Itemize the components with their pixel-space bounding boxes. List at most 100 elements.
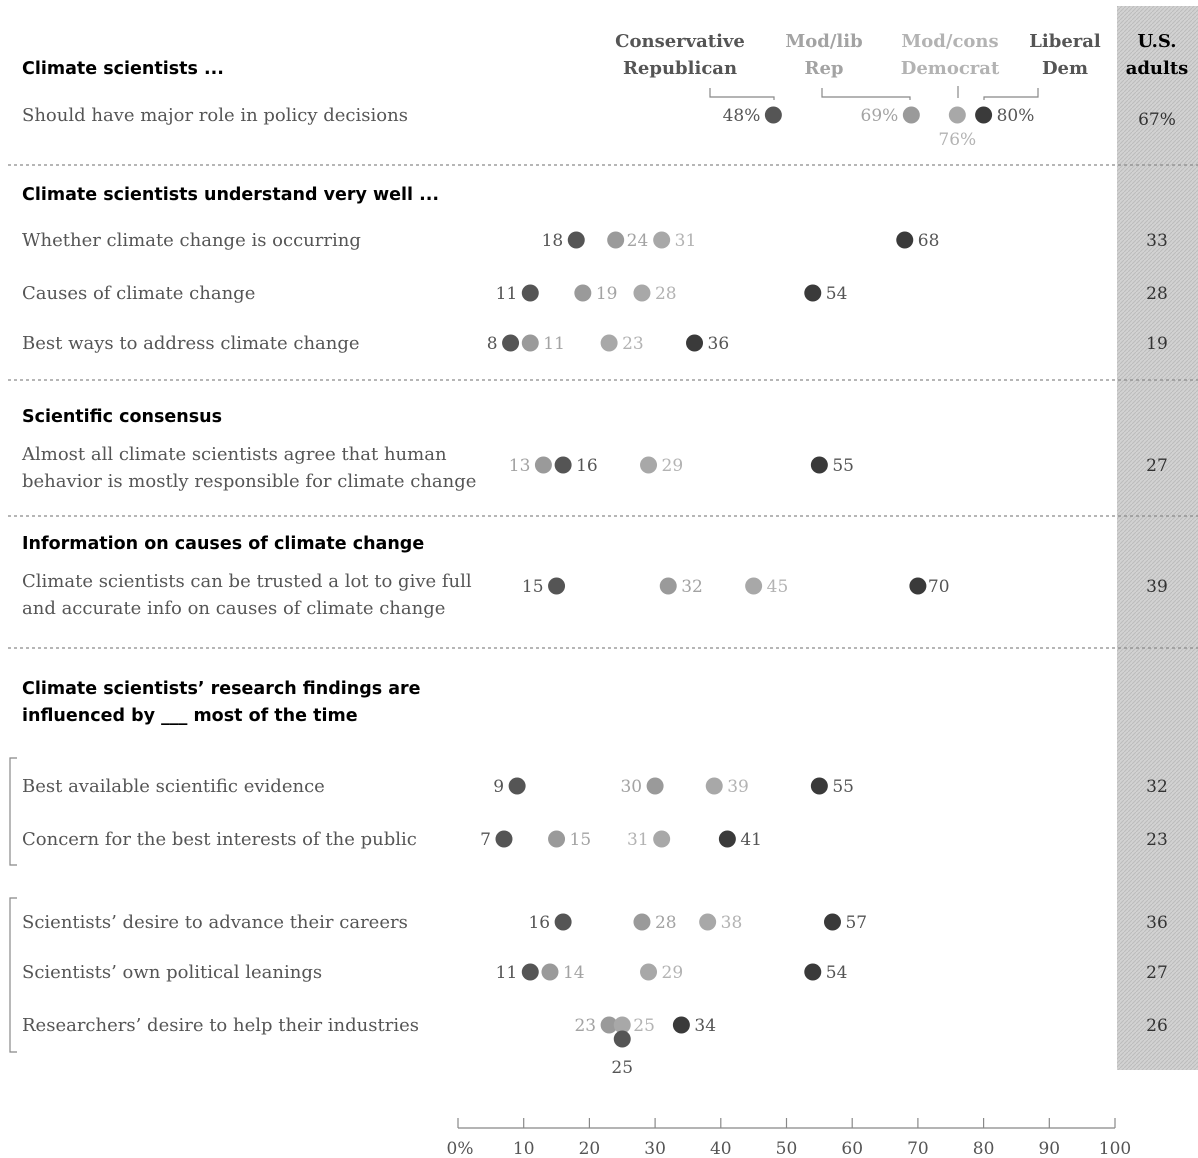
data-point <box>686 334 704 352</box>
chart-row: Concern for the best interests of the pu… <box>22 829 1168 850</box>
legend-label: Mod/lib <box>785 31 862 52</box>
legend-label: Democrat <box>901 58 1000 79</box>
data-label: 7 <box>480 830 491 850</box>
data-point <box>633 284 651 302</box>
data-label: 36 <box>708 334 730 354</box>
data-label: 24 <box>627 231 649 251</box>
row-label: Concern for the best interests of the pu… <box>22 829 417 850</box>
data-point <box>810 456 828 474</box>
data-label: 29 <box>662 963 684 983</box>
legend-label: Rep <box>805 58 844 79</box>
group-bracket <box>9 757 17 866</box>
us-adults-value: 28 <box>1146 284 1168 304</box>
row-label: Best ways to address climate change <box>22 333 360 354</box>
data-point <box>548 830 566 848</box>
us-adults-value: 23 <box>1146 830 1168 850</box>
row-label: Almost all climate scientists agree that… <box>21 444 447 465</box>
data-point <box>653 830 671 848</box>
data-point <box>554 456 572 474</box>
x-tick-label: 40 <box>710 1139 732 1158</box>
chart-row: Climate scientists can be trusted a lot … <box>22 571 1168 619</box>
x-tick-label: 10 <box>513 1139 535 1158</box>
row-label: behavior is mostly responsible for clima… <box>22 471 476 492</box>
data-point <box>574 284 592 302</box>
chart-row: Best ways to address climate change 8 11 23… <box>22 333 1168 354</box>
data-point <box>804 284 822 302</box>
data-label: 45 <box>767 577 789 597</box>
row-label: Scientists’ own political leanings <box>22 962 322 983</box>
us-adults-value: 27 <box>1146 963 1168 983</box>
x-tick-label: 50 <box>776 1139 798 1158</box>
us-adults-value: 19 <box>1146 334 1168 354</box>
data-label: 70 <box>928 577 950 597</box>
data-point <box>948 106 966 124</box>
data-label: 18 <box>542 231 564 251</box>
us-adults-value: 36 <box>1146 913 1168 933</box>
data-point <box>548 577 566 595</box>
data-point <box>659 577 677 595</box>
us-adults-column-background <box>1117 6 1198 1070</box>
data-label: 54 <box>826 284 848 304</box>
data-label: 55 <box>832 777 854 797</box>
section-title: Scientific consensus <box>22 407 222 427</box>
data-label: 54 <box>826 963 848 983</box>
row-label: Causes of climate change <box>22 283 255 304</box>
data-label: 28 <box>655 913 677 933</box>
data-point <box>699 913 717 931</box>
section-title: Climate scientists ... <box>22 59 224 79</box>
data-point <box>633 913 651 931</box>
data-point <box>521 334 539 352</box>
section-title: influenced by ___ most of the time <box>22 706 358 726</box>
data-point <box>567 231 585 249</box>
us-adults-header: U.S. <box>1138 31 1177 52</box>
data-label: 11 <box>496 963 518 983</box>
data-point <box>896 231 914 249</box>
data-point <box>672 1016 690 1034</box>
chart-row: Scientists’ own political leanings 11 14 29… <box>22 962 1168 983</box>
legend-label: Dem <box>1042 58 1088 79</box>
chart-row: Whether climate change is occurring 18 24 3… <box>22 230 1168 251</box>
data-point <box>495 830 513 848</box>
x-tick-label: 100 <box>1099 1139 1131 1158</box>
chart-row: Scientists’ desire to advance their care… <box>22 912 1168 933</box>
us-adults-header: adults <box>1126 58 1189 79</box>
x-tick-label: 70 <box>907 1139 929 1158</box>
data-point <box>607 231 625 249</box>
data-label: 57 <box>845 913 867 933</box>
section-title: Climate scientists’ research findings ar… <box>22 679 421 699</box>
data-point <box>554 913 572 931</box>
data-point <box>705 777 723 795</box>
data-point <box>810 777 828 795</box>
data-label: 15 <box>522 577 544 597</box>
data-label: 14 <box>563 963 585 983</box>
data-point <box>902 106 920 124</box>
data-point <box>975 106 993 124</box>
x-tick-label: 80 <box>973 1139 995 1158</box>
row-label: Researchers’ desire to help their indust… <box>22 1015 419 1036</box>
data-point <box>823 913 841 931</box>
legend-label: Mod/cons <box>901 31 998 52</box>
row-label: and accurate info on causes of climate c… <box>22 598 445 619</box>
data-label: 8 <box>487 334 498 354</box>
chart-row: Should have major role in policy decisio… <box>22 105 1176 150</box>
legend-connector <box>821 88 911 100</box>
data-point <box>764 106 782 124</box>
data-label: 31 <box>627 830 649 850</box>
x-tick-label: 20 <box>579 1139 601 1158</box>
row-label: Best available scientific evidence <box>22 776 325 797</box>
legend-label: Liberal <box>1029 31 1101 52</box>
data-label: 11 <box>496 284 518 304</box>
row-label: Climate scientists can be trusted a lot … <box>22 571 472 592</box>
us-adults-value: 39 <box>1146 577 1168 597</box>
data-label: 38 <box>721 913 743 933</box>
data-label: 23 <box>574 1016 596 1036</box>
data-point <box>640 963 658 981</box>
data-point <box>502 334 520 352</box>
data-label: 28 <box>655 284 677 304</box>
data-point <box>521 963 539 981</box>
data-label: 69% <box>861 106 899 126</box>
data-label: 76% <box>938 130 976 150</box>
chart-row: Researchers’ desire to help their indust… <box>22 1015 1168 1078</box>
us-adults-value: 27 <box>1146 456 1168 476</box>
